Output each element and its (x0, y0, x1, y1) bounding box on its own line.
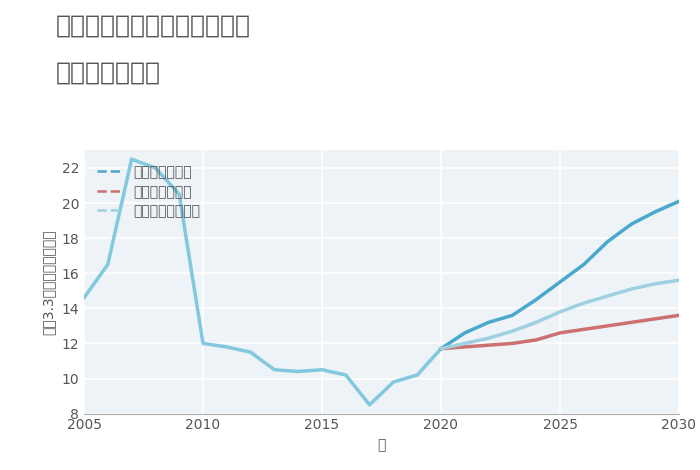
X-axis label: 年: 年 (377, 438, 386, 452)
Y-axis label: 坪（3.3㎡）単価（万円）: 坪（3.3㎡）単価（万円） (42, 229, 56, 335)
Legend: グッドシナリオ, バッドシナリオ, ノーマルシナリオ: グッドシナリオ, バッドシナリオ, ノーマルシナリオ (97, 165, 200, 219)
Text: 土地の価格推移: 土地の価格推移 (56, 61, 161, 85)
Text: 三重県北牟婁郡紀北町道瀬の: 三重県北牟婁郡紀北町道瀬の (56, 14, 251, 38)
